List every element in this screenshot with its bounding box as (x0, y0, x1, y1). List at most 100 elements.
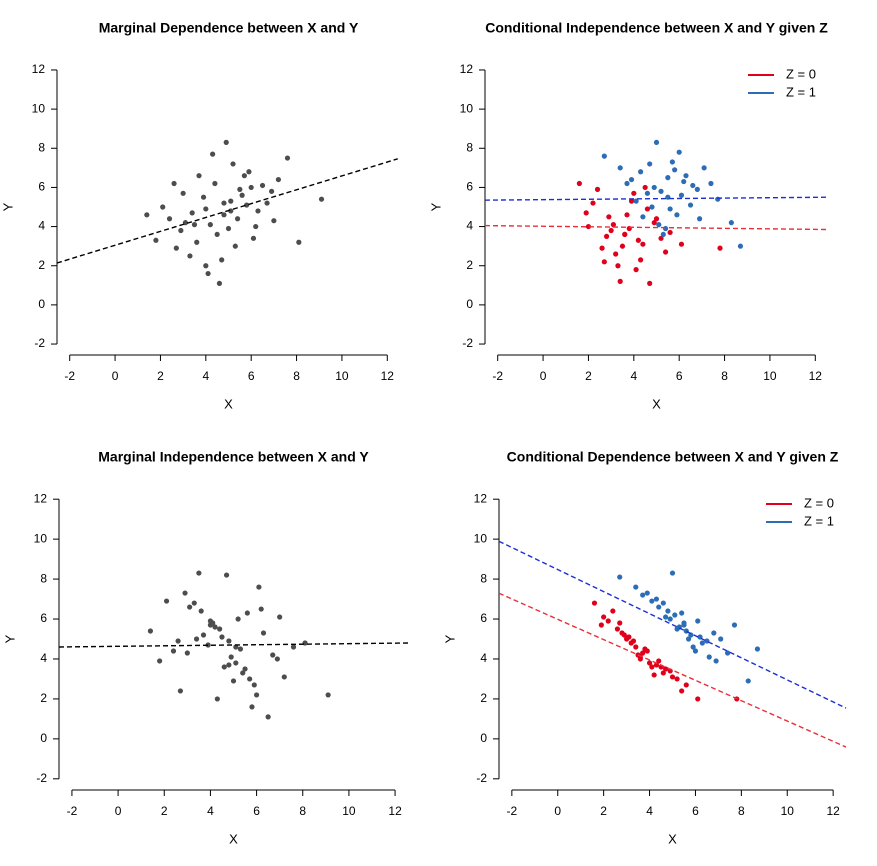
point (217, 626, 223, 632)
point (626, 634, 632, 640)
point (226, 662, 232, 668)
point (695, 696, 701, 702)
x-tick-label: -2 (64, 369, 75, 383)
x-tick-label: 12 (826, 804, 840, 818)
point (233, 644, 239, 650)
y-tick-label: -2 (476, 771, 487, 785)
x-tick-label: 2 (157, 369, 164, 383)
x-tick-label: 8 (293, 369, 300, 383)
point (690, 182, 696, 189)
point (640, 592, 646, 598)
point (667, 229, 673, 236)
x-tick-label: 6 (692, 804, 699, 818)
point (633, 267, 639, 273)
point (296, 239, 302, 245)
point (247, 676, 253, 682)
point (255, 208, 261, 214)
point (212, 624, 218, 630)
point (170, 648, 177, 654)
point (713, 658, 719, 664)
point (617, 574, 623, 580)
point (715, 196, 721, 202)
regression-line (58, 642, 409, 648)
point (228, 654, 234, 660)
y-tick-label: 2 (40, 691, 47, 705)
point (678, 241, 685, 247)
point (754, 646, 761, 652)
point (253, 692, 260, 698)
point (617, 620, 623, 626)
point (591, 600, 598, 606)
point (598, 622, 604, 628)
point (223, 572, 230, 578)
legend-label: Z = 1 (786, 84, 816, 99)
point (228, 198, 234, 204)
point (674, 676, 680, 682)
x-tick-label: 2 (585, 369, 592, 383)
point (191, 222, 198, 228)
y-tick-label: 12 (474, 491, 488, 505)
point (583, 210, 589, 216)
point (157, 658, 163, 664)
y-tick-label: 12 (32, 62, 46, 76)
point (275, 176, 282, 183)
point (177, 688, 184, 694)
point (246, 169, 252, 175)
point (683, 682, 689, 688)
y-axis-label: Y (442, 634, 457, 643)
chart-title: Marginal Independence between X and Y (98, 449, 369, 465)
point (669, 159, 675, 165)
point (745, 678, 751, 684)
x-tick-label: 0 (540, 369, 547, 383)
point (590, 200, 596, 206)
point (284, 155, 291, 161)
point (274, 656, 280, 662)
point (681, 622, 687, 628)
point (737, 243, 744, 249)
point (290, 644, 297, 650)
y-tick-label: 10 (32, 101, 46, 115)
y-axis-label: Y (0, 202, 15, 211)
x-tick-label: -2 (492, 369, 503, 383)
point (630, 638, 637, 644)
point (701, 165, 707, 171)
point (708, 180, 714, 187)
point (628, 176, 635, 183)
point (219, 634, 225, 640)
point (608, 227, 614, 234)
point (271, 218, 277, 224)
x-tick-label: 0 (554, 804, 561, 818)
point (672, 167, 678, 173)
point (619, 630, 625, 636)
chart-title: Conditional Independence between X and Y… (485, 20, 828, 36)
point (194, 239, 200, 245)
point (230, 678, 237, 684)
point (619, 243, 626, 249)
point (277, 614, 283, 620)
x-tick-label: -2 (507, 804, 518, 818)
point (221, 664, 227, 670)
x-tick-label: 4 (646, 804, 653, 818)
point (646, 660, 653, 666)
point (191, 600, 197, 606)
y-tick-label: 4 (466, 219, 473, 233)
point (214, 231, 220, 238)
point (688, 632, 694, 638)
point (662, 249, 669, 255)
regression-line (56, 158, 398, 264)
point (660, 600, 666, 606)
point (187, 253, 193, 259)
point (216, 280, 223, 286)
point (219, 257, 225, 263)
point (638, 169, 644, 175)
point (171, 180, 177, 187)
x-tick-label: 8 (738, 804, 745, 818)
point (614, 626, 621, 632)
point (250, 235, 257, 241)
point (642, 184, 648, 191)
point (153, 237, 159, 243)
point (251, 682, 257, 688)
y-tick-label: 2 (480, 691, 487, 705)
point (244, 202, 250, 208)
point (240, 670, 246, 676)
